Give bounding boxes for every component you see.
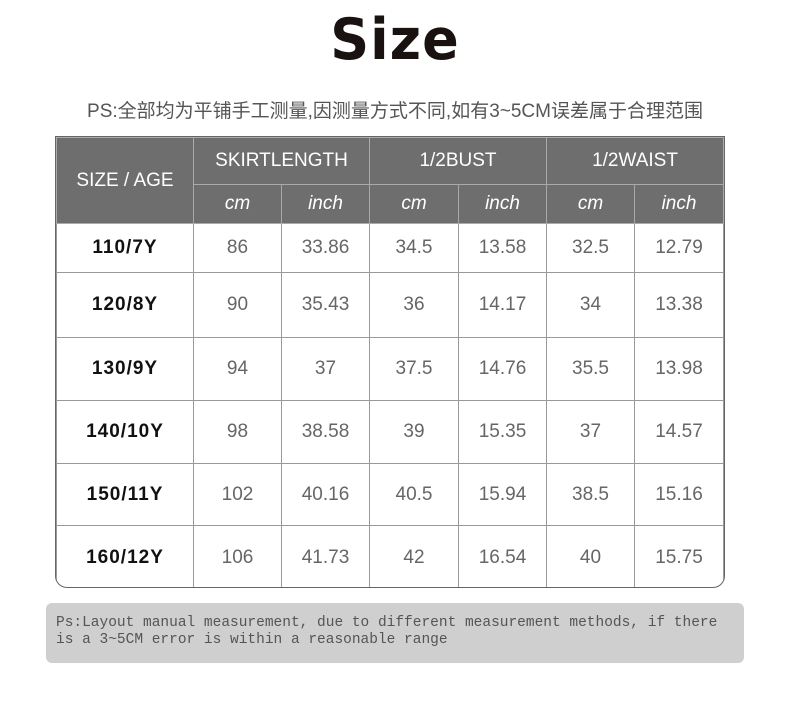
unit-header: inch bbox=[281, 184, 370, 224]
size-table: SIZE / AGE SKIRTLENGTH 1/2BUST 1/2WAIST … bbox=[55, 136, 725, 588]
value-cell: 38.58 bbox=[281, 400, 370, 464]
value-cell: 86 bbox=[193, 223, 282, 273]
value-cell: 13.38 bbox=[634, 272, 724, 338]
value-cell: 14.76 bbox=[458, 337, 547, 401]
size-cell: 110/7Y bbox=[56, 223, 194, 273]
measurement-note-english: Ps:Layout manual measurement, due to dif… bbox=[46, 603, 744, 663]
value-cell: 13.58 bbox=[458, 223, 547, 273]
size-cell: 120/8Y bbox=[56, 272, 194, 338]
value-cell: 34.5 bbox=[369, 223, 459, 273]
value-cell: 90 bbox=[193, 272, 282, 338]
table-row: 130/9Y 94 37 37.5 14.76 35.5 13.98 bbox=[56, 337, 724, 401]
value-cell: 106 bbox=[193, 525, 282, 587]
value-cell: 40 bbox=[546, 525, 635, 587]
value-cell: 33.86 bbox=[281, 223, 370, 273]
unit-header: inch bbox=[458, 184, 547, 224]
value-cell: 37.5 bbox=[369, 337, 459, 401]
value-cell: 15.94 bbox=[458, 463, 547, 526]
value-cell: 41.73 bbox=[281, 525, 370, 587]
size-cell: 140/10Y bbox=[56, 400, 194, 464]
table-row: 150/11Y 102 40.16 40.5 15.94 38.5 15.16 bbox=[56, 463, 724, 526]
group-header: 1/2WAIST bbox=[546, 137, 724, 185]
table-row: 140/10Y 98 38.58 39 15.35 37 14.57 bbox=[56, 400, 724, 464]
value-cell: 35.43 bbox=[281, 272, 370, 338]
table-row: 120/8Y 90 35.43 36 14.17 34 13.38 bbox=[56, 272, 724, 338]
size-age-header: SIZE / AGE bbox=[56, 137, 194, 224]
value-cell: 38.5 bbox=[546, 463, 635, 526]
value-cell: 16.54 bbox=[458, 525, 547, 587]
table-row: 160/12Y 106 41.73 42 16.54 40 15.75 bbox=[56, 525, 724, 587]
value-cell: 12.79 bbox=[634, 223, 724, 273]
value-cell: 32.5 bbox=[546, 223, 635, 273]
value-cell: 94 bbox=[193, 337, 282, 401]
value-cell: 98 bbox=[193, 400, 282, 464]
value-cell: 40.16 bbox=[281, 463, 370, 526]
value-cell: 15.35 bbox=[458, 400, 547, 464]
value-cell: 37 bbox=[546, 400, 635, 464]
value-cell: 36 bbox=[369, 272, 459, 338]
value-cell: 42 bbox=[369, 525, 459, 587]
value-cell: 15.75 bbox=[634, 525, 724, 587]
value-cell: 14.17 bbox=[458, 272, 547, 338]
value-cell: 34 bbox=[546, 272, 635, 338]
value-cell: 40.5 bbox=[369, 463, 459, 526]
value-cell: 39 bbox=[369, 400, 459, 464]
value-cell: 35.5 bbox=[546, 337, 635, 401]
unit-header: cm bbox=[193, 184, 282, 224]
value-cell: 15.16 bbox=[634, 463, 724, 526]
group-header: 1/2BUST bbox=[369, 137, 547, 185]
value-cell: 102 bbox=[193, 463, 282, 526]
unit-header: cm bbox=[369, 184, 459, 224]
unit-header: inch bbox=[634, 184, 724, 224]
size-cell: 160/12Y bbox=[56, 525, 194, 587]
page-title: Size bbox=[330, 6, 460, 73]
value-cell: 14.57 bbox=[634, 400, 724, 464]
value-cell: 13.98 bbox=[634, 337, 724, 401]
value-cell: 37 bbox=[281, 337, 370, 401]
size-cell: 150/11Y bbox=[56, 463, 194, 526]
size-cell: 130/9Y bbox=[56, 337, 194, 401]
group-header: SKIRTLENGTH bbox=[193, 137, 370, 185]
unit-header: cm bbox=[546, 184, 635, 224]
measurement-note-chinese: PS:全部均为平铺手工测量,因测量方式不同,如有3~5CM误差属于合理范围 bbox=[87, 101, 703, 122]
table-row: 110/7Y 86 33.86 34.5 13.58 32.5 12.79 bbox=[56, 223, 724, 273]
